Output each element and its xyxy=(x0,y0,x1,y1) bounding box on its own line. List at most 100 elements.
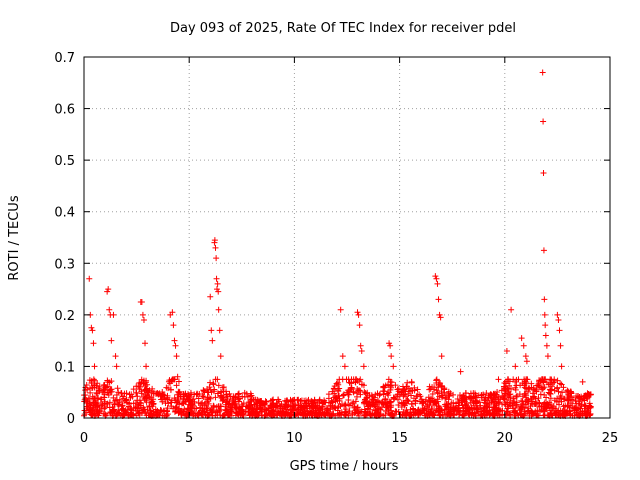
data-point xyxy=(491,391,498,398)
data-point xyxy=(218,392,225,399)
data-point xyxy=(223,399,230,406)
data-point xyxy=(311,412,318,419)
data-point xyxy=(404,397,411,404)
data-point xyxy=(562,402,569,409)
data-point xyxy=(248,392,255,399)
data-point xyxy=(412,397,419,404)
data-point xyxy=(518,397,525,404)
data-point xyxy=(559,411,566,418)
data-point xyxy=(115,389,122,396)
data-point xyxy=(404,379,411,386)
data-point xyxy=(399,388,406,395)
data-point xyxy=(241,389,248,396)
tick-labels: 0 5 10 15 20 25 0 0.1 0.2 0.3 0.4 0.5 0.6 0.7 xyxy=(54,51,618,446)
data-point xyxy=(249,406,256,413)
data-point xyxy=(197,400,204,407)
plot-frame xyxy=(83,56,611,419)
data-point xyxy=(340,391,347,398)
data-point xyxy=(540,403,547,410)
y-tick-label: 0.5 xyxy=(54,154,75,169)
data-points xyxy=(81,69,594,419)
data-point xyxy=(263,407,270,414)
data-point xyxy=(544,401,551,408)
data-point xyxy=(174,391,181,398)
data-point xyxy=(185,393,192,400)
data-point xyxy=(401,401,408,408)
data-point xyxy=(316,403,323,410)
data-point xyxy=(143,399,150,406)
data-point xyxy=(212,394,219,401)
x-tick-label: 25 xyxy=(602,431,619,446)
data-point xyxy=(143,363,150,370)
data-point xyxy=(488,392,495,399)
data-point xyxy=(101,405,108,412)
data-point xyxy=(93,410,100,417)
data-point xyxy=(530,410,537,417)
data-point xyxy=(147,408,154,415)
data-point xyxy=(426,397,433,404)
data-point xyxy=(268,409,275,416)
data-point xyxy=(114,385,121,392)
data-point xyxy=(257,405,264,412)
data-point xyxy=(214,280,221,287)
data-point xyxy=(454,395,461,402)
data-point xyxy=(214,390,221,397)
data-point xyxy=(358,347,365,354)
data-point xyxy=(541,391,548,398)
data-point xyxy=(112,397,119,404)
data-point xyxy=(170,376,177,383)
data-point xyxy=(504,408,511,415)
data-point xyxy=(238,407,245,414)
data-point xyxy=(457,408,464,415)
data-point xyxy=(511,398,518,405)
data-point xyxy=(130,386,137,393)
data-point xyxy=(345,410,352,417)
data-point xyxy=(507,411,514,418)
data-point xyxy=(170,322,177,329)
data-point xyxy=(555,388,562,395)
data-point xyxy=(320,400,327,407)
data-point xyxy=(435,296,442,303)
data-point xyxy=(365,403,372,410)
data-point xyxy=(362,390,369,397)
data-point xyxy=(102,404,109,411)
x-tick-label: 5 xyxy=(185,431,193,446)
data-point xyxy=(90,399,97,406)
data-point xyxy=(512,363,519,370)
data-point xyxy=(331,383,338,390)
data-point xyxy=(555,398,562,405)
data-point xyxy=(212,408,219,415)
data-point xyxy=(485,401,492,408)
data-point xyxy=(205,411,212,418)
data-point xyxy=(350,389,357,396)
data-point xyxy=(518,405,525,412)
data-point xyxy=(84,405,91,412)
data-point xyxy=(499,411,506,418)
data-point xyxy=(239,403,246,410)
data-point xyxy=(113,391,120,398)
data-point xyxy=(554,311,561,318)
data-point xyxy=(487,392,494,399)
data-point xyxy=(204,396,211,403)
data-point xyxy=(555,317,562,324)
data-point xyxy=(336,376,343,383)
data-point xyxy=(184,405,191,412)
data-point xyxy=(561,407,568,414)
data-point xyxy=(438,353,445,360)
data-point xyxy=(207,387,214,394)
data-point xyxy=(357,342,364,349)
y-tick-label: 0.2 xyxy=(54,309,75,324)
data-point xyxy=(405,390,412,397)
data-point xyxy=(342,401,349,408)
data-point xyxy=(541,311,548,318)
data-point xyxy=(335,393,342,400)
data-point xyxy=(218,403,225,410)
data-point xyxy=(518,411,525,418)
data-point xyxy=(128,412,135,419)
data-point xyxy=(582,408,589,415)
data-point xyxy=(535,395,542,402)
data-point xyxy=(521,384,528,391)
data-point xyxy=(405,398,412,405)
data-point xyxy=(492,400,499,407)
data-point xyxy=(142,383,149,390)
